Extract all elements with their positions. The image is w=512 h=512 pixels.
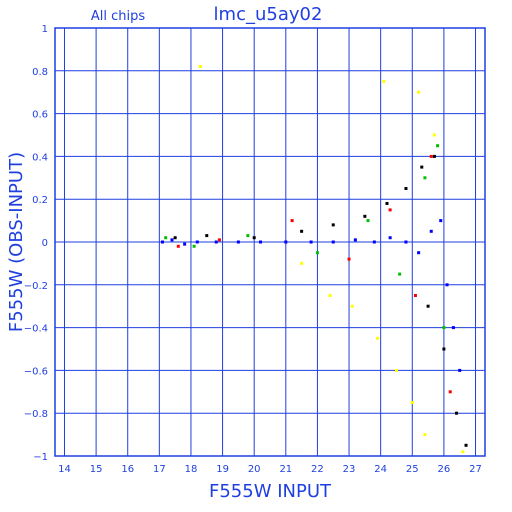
data-point	[205, 234, 209, 238]
data-point	[439, 219, 443, 223]
data-point	[451, 326, 455, 330]
data-point	[347, 257, 351, 261]
y-tick-label: −0.2	[24, 281, 48, 292]
data-point	[423, 176, 427, 180]
data-point	[436, 144, 440, 148]
data-point	[284, 240, 288, 244]
data-point	[259, 240, 263, 244]
data-point	[394, 368, 398, 372]
data-point	[331, 240, 335, 244]
data-point	[442, 326, 446, 330]
data-point	[388, 208, 392, 212]
x-tick-label: 22	[311, 464, 324, 475]
data-point	[192, 244, 196, 248]
data-point	[417, 90, 421, 94]
x-tick-label: 20	[248, 464, 261, 475]
y-tick-label: −0.4	[24, 324, 48, 335]
y-tick-label: 0.4	[32, 152, 48, 163]
data-point	[170, 238, 174, 242]
data-point	[372, 240, 376, 244]
x-tick-label: 21	[279, 464, 292, 475]
data-point	[404, 240, 408, 244]
data-point	[417, 251, 421, 255]
data-point	[445, 283, 449, 287]
data-point	[176, 244, 180, 248]
x-tick-label: 17	[153, 464, 166, 475]
data-point	[455, 411, 459, 415]
y-axis-label: F555W (OBS-INPUT)	[6, 152, 27, 332]
data-point	[195, 240, 199, 244]
data-point	[173, 236, 177, 240]
y-tick-label: 0	[42, 238, 48, 249]
data-point	[388, 236, 392, 240]
y-tick-label: 0.2	[32, 195, 48, 206]
data-point	[300, 229, 304, 233]
x-tick-label: 27	[469, 464, 482, 475]
data-point	[236, 240, 240, 244]
x-tick-label: 26	[438, 464, 451, 475]
x-tick-label: 16	[121, 464, 134, 475]
x-axis-label: F555W INPUT	[209, 481, 332, 502]
data-point	[423, 433, 427, 437]
plot-frame	[54, 27, 486, 457]
data-point	[410, 401, 414, 404]
data-point	[315, 251, 319, 255]
data-point	[429, 229, 433, 233]
data-point	[217, 238, 221, 242]
y-tick-label: −0.8	[24, 409, 48, 420]
data-point	[214, 240, 218, 244]
data-point	[252, 236, 256, 240]
x-tick-label: 15	[90, 464, 103, 475]
data-point	[448, 390, 452, 394]
data-point	[246, 234, 250, 238]
chart-title: lmc_u5ay02	[214, 4, 323, 25]
data-point	[442, 347, 446, 351]
data-point	[376, 336, 379, 340]
data-point	[385, 201, 389, 205]
data-point	[404, 187, 408, 190]
grid-lines	[55, 27, 485, 457]
x-tick-label: 18	[185, 464, 198, 475]
data-point	[398, 272, 402, 276]
data-point	[164, 236, 168, 240]
x-tick-labels: 14 15 16 17 18 19 20 21 22 23 24 25 26 27	[58, 464, 482, 475]
data-point	[420, 165, 424, 169]
data-point	[426, 304, 430, 308]
data-point	[432, 154, 436, 158]
data-point	[328, 294, 332, 297]
x-tick-label: 25	[406, 464, 419, 475]
data-point	[461, 450, 465, 454]
x-tick-label: 14	[58, 464, 71, 475]
data-point	[331, 223, 335, 227]
x-tick-label: 23	[343, 464, 356, 475]
data-point	[366, 219, 370, 223]
y-tick-label: 0.8	[32, 67, 48, 78]
chart-subtitle: All chips	[91, 9, 145, 24]
data-point	[353, 238, 357, 242]
data-point	[363, 214, 367, 218]
data-point	[413, 294, 417, 297]
data-point	[300, 261, 304, 265]
data-point	[429, 154, 433, 158]
x-tick-label: 24	[374, 464, 387, 475]
y-tick-label: 0.6	[32, 110, 48, 121]
data-point	[198, 65, 202, 69]
data-points	[161, 65, 468, 454]
x-tick-label: 19	[216, 464, 229, 475]
y-tick-label: −1	[33, 452, 48, 463]
data-point	[382, 80, 386, 83]
y-tick-label: 1	[42, 24, 48, 35]
data-point	[350, 304, 354, 308]
data-point	[309, 240, 313, 244]
y-tick-label: −0.6	[24, 366, 48, 377]
data-point	[290, 219, 294, 223]
data-point	[464, 443, 468, 447]
data-point	[432, 133, 436, 137]
data-point	[161, 240, 164, 244]
data-point	[183, 242, 187, 246]
data-point	[458, 368, 462, 372]
y-tick-labels: −1 −0.8 −0.6 −0.4 −0.2 0 0.2 0.4 0.6 0.8 1	[24, 24, 48, 463]
